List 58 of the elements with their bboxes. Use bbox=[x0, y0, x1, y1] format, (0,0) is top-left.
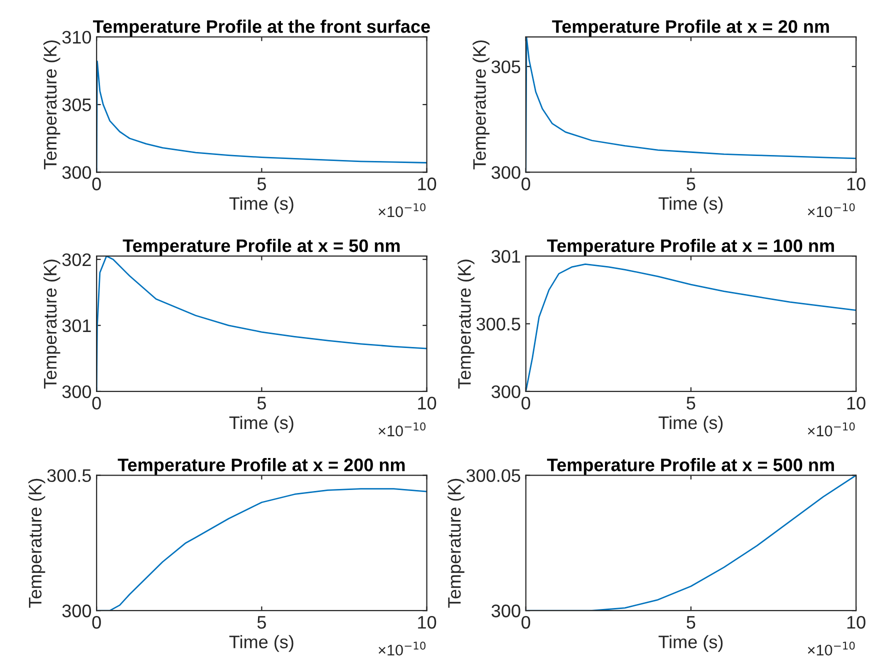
y-tick-label: 302 bbox=[62, 253, 91, 266]
y-tick-label: 301 bbox=[492, 250, 520, 263]
x-tick-label: 5 bbox=[686, 178, 696, 190]
chart-title: Temperature Profile at x = 50 nm bbox=[122, 238, 400, 256]
y-tick-label: 301 bbox=[62, 319, 91, 332]
y-tick-label: 300 bbox=[492, 604, 520, 618]
y-axis-title: Temperature (K) bbox=[472, 40, 490, 170]
text: ×10$^{−10}$ bbox=[808, 642, 855, 656]
y-tick-label: 305 bbox=[492, 60, 520, 74]
x-tick-label: 10 bbox=[418, 616, 436, 629]
y-axis-title: Temperature (K) bbox=[28, 478, 46, 608]
x-tick-label: 10 bbox=[418, 178, 436, 190]
x-tick-label: 0 bbox=[522, 616, 530, 629]
y-tick-label: 300 bbox=[62, 385, 92, 398]
x-axis-title: Time (s) bbox=[658, 416, 723, 433]
x-axis-title: Time (s) bbox=[229, 635, 294, 652]
chart-title: Temperature Profile at x = 20 nm bbox=[552, 20, 829, 36]
y-tick-label: 300 bbox=[62, 166, 92, 179]
x-tick-label: 10 bbox=[847, 396, 866, 410]
y-tick-label: 300.5 bbox=[476, 318, 520, 330]
y-tick-label: 300.05 bbox=[466, 469, 520, 482]
x-tick-label: 10 bbox=[847, 616, 866, 629]
y-tick-label: 305 bbox=[62, 98, 91, 112]
x-tick-label: 5 bbox=[257, 396, 266, 410]
x-tick-label: 5 bbox=[257, 616, 266, 629]
x-tick-label: 5 bbox=[686, 616, 696, 629]
y-axis-title: Temperature (K) bbox=[458, 260, 474, 389]
x-tick-label: 0 bbox=[522, 178, 530, 190]
y-tick-label: 300 bbox=[62, 604, 92, 618]
chart-title: Temperature Profile at x = 200 nm bbox=[118, 458, 405, 475]
x-axis-title: Time (s) bbox=[229, 196, 294, 214]
text: ×10$^{−10}$ bbox=[378, 642, 426, 656]
chart-title: Temperature Profile at the front surface bbox=[93, 20, 430, 36]
y-axis-title: Temperature (K) bbox=[448, 478, 464, 608]
y-axis-title: Temperature (K) bbox=[43, 260, 60, 389]
text: ×10$^{−10}$ bbox=[808, 422, 855, 436]
x-tick-label: 0 bbox=[92, 616, 101, 629]
y-axis-title: Temperature (K) bbox=[43, 40, 60, 170]
text: ×10$^{−10}$ bbox=[378, 203, 426, 218]
x-axis-title: Time (s) bbox=[658, 196, 723, 214]
x-axis-title: Time (s) bbox=[229, 416, 294, 433]
text: ×10$^{−10}$ bbox=[378, 422, 426, 436]
x-axis-title: Time (s) bbox=[658, 635, 723, 652]
text: ×10$^{−10}$ bbox=[808, 203, 855, 218]
y-tick-label: 310 bbox=[62, 30, 92, 44]
x-tick-label: 10 bbox=[418, 396, 436, 410]
line-series bbox=[96, 256, 427, 392]
x-tick-label: 0 bbox=[522, 396, 530, 410]
x-tick-label: 10 bbox=[847, 178, 866, 190]
x-tick-label: 5 bbox=[686, 396, 696, 410]
y-tick-label: 300 bbox=[492, 166, 520, 179]
y-tick-label: 300 bbox=[492, 385, 520, 398]
x-tick-label: 0 bbox=[92, 178, 101, 190]
chart-title: Temperature Profile at x = 500 nm bbox=[547, 458, 834, 475]
x-tick-label: 5 bbox=[257, 178, 266, 190]
y-tick-label: 300.5 bbox=[47, 469, 91, 482]
chart-title: Temperature Profile at x = 100 nm bbox=[547, 238, 834, 256]
x-tick-label: 0 bbox=[92, 396, 101, 410]
